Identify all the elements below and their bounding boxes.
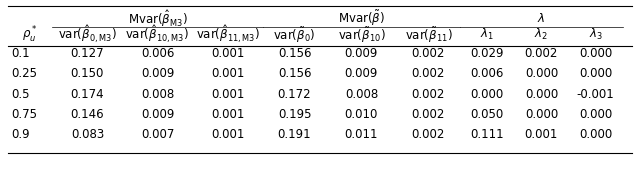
Text: 0.000: 0.000 <box>579 67 612 80</box>
Text: 0.000: 0.000 <box>470 88 504 101</box>
Text: 0.5: 0.5 <box>11 88 29 101</box>
Text: 0.002: 0.002 <box>412 47 445 60</box>
Text: 0.009: 0.009 <box>141 67 174 80</box>
Text: 0.007: 0.007 <box>141 128 174 141</box>
Text: 0.050: 0.050 <box>470 108 504 121</box>
Text: 0.000: 0.000 <box>579 47 612 60</box>
Text: 0.191: 0.191 <box>278 128 311 141</box>
Text: 0.001: 0.001 <box>211 128 244 141</box>
Text: 0.002: 0.002 <box>412 128 445 141</box>
Text: 0.029: 0.029 <box>470 47 504 60</box>
Text: $\rho_u^*$: $\rho_u^*$ <box>22 25 38 45</box>
Text: 0.001: 0.001 <box>211 47 244 60</box>
Text: var($\hat{\beta}_{11,\mathrm{M3}}$): var($\hat{\beta}_{11,\mathrm{M3}}$) <box>196 24 260 45</box>
Text: 0.010: 0.010 <box>345 108 378 121</box>
Text: -0.001: -0.001 <box>577 88 614 101</box>
Text: 0.006: 0.006 <box>470 67 504 80</box>
Text: 0.174: 0.174 <box>70 88 104 101</box>
Text: 0.000: 0.000 <box>525 88 558 101</box>
Text: 0.195: 0.195 <box>278 108 311 121</box>
Text: 0.001: 0.001 <box>211 108 244 121</box>
Text: 0.000: 0.000 <box>525 108 558 121</box>
Text: 0.001: 0.001 <box>211 88 244 101</box>
Text: 0.127: 0.127 <box>70 47 104 60</box>
Text: 0.001: 0.001 <box>211 67 244 80</box>
Text: 0.000: 0.000 <box>525 67 558 80</box>
Text: 0.000: 0.000 <box>579 128 612 141</box>
Text: 0.002: 0.002 <box>412 108 445 121</box>
Text: 0.009: 0.009 <box>141 108 174 121</box>
Text: 0.009: 0.009 <box>345 67 378 80</box>
Text: var($\tilde{\beta}_{11}$): var($\tilde{\beta}_{11}$) <box>404 25 452 44</box>
Text: $\lambda_3$: $\lambda_3$ <box>589 27 603 42</box>
Text: 0.9: 0.9 <box>11 128 29 141</box>
Text: var($\tilde{\beta}_0$): var($\tilde{\beta}_0$) <box>273 25 316 44</box>
Text: var($\hat{\beta}_{0,\mathrm{M3}}$): var($\hat{\beta}_{0,\mathrm{M3}}$) <box>58 24 117 45</box>
Text: 0.009: 0.009 <box>345 47 378 60</box>
Text: $\lambda_2$: $\lambda_2$ <box>534 27 548 42</box>
Text: 0.75: 0.75 <box>11 108 37 121</box>
Text: 0.008: 0.008 <box>141 88 174 101</box>
Text: 0.006: 0.006 <box>141 47 174 60</box>
Text: 0.001: 0.001 <box>525 128 558 141</box>
Text: 0.011: 0.011 <box>345 128 378 141</box>
Text: var($\tilde{\beta}_{10}$): var($\tilde{\beta}_{10}$) <box>338 25 385 44</box>
Text: Mvar($\tilde{\beta}$): Mvar($\tilde{\beta}$) <box>338 9 385 28</box>
Text: 0.25: 0.25 <box>11 67 37 80</box>
Text: 0.146: 0.146 <box>70 108 104 121</box>
Text: 0.1: 0.1 <box>11 47 29 60</box>
Text: $\lambda$: $\lambda$ <box>538 12 545 25</box>
Text: 0.083: 0.083 <box>71 128 104 141</box>
Text: 0.000: 0.000 <box>579 108 612 121</box>
Text: 0.150: 0.150 <box>71 67 104 80</box>
Text: 0.156: 0.156 <box>278 47 311 60</box>
Text: var($\hat{\beta}_{10,\mathrm{M3}}$): var($\hat{\beta}_{10,\mathrm{M3}}$) <box>125 24 189 45</box>
Text: $\lambda_1$: $\lambda_1$ <box>480 27 494 42</box>
Text: 0.111: 0.111 <box>470 128 504 141</box>
Text: 0.156: 0.156 <box>278 67 311 80</box>
Text: 0.008: 0.008 <box>345 88 378 101</box>
Text: 0.002: 0.002 <box>412 88 445 101</box>
Text: 0.002: 0.002 <box>412 67 445 80</box>
Text: 0.172: 0.172 <box>278 88 311 101</box>
Text: Mvar($\hat{\beta}_{\mathrm{M3}}$): Mvar($\hat{\beta}_{\mathrm{M3}}$) <box>128 8 188 29</box>
Text: 0.002: 0.002 <box>525 47 558 60</box>
